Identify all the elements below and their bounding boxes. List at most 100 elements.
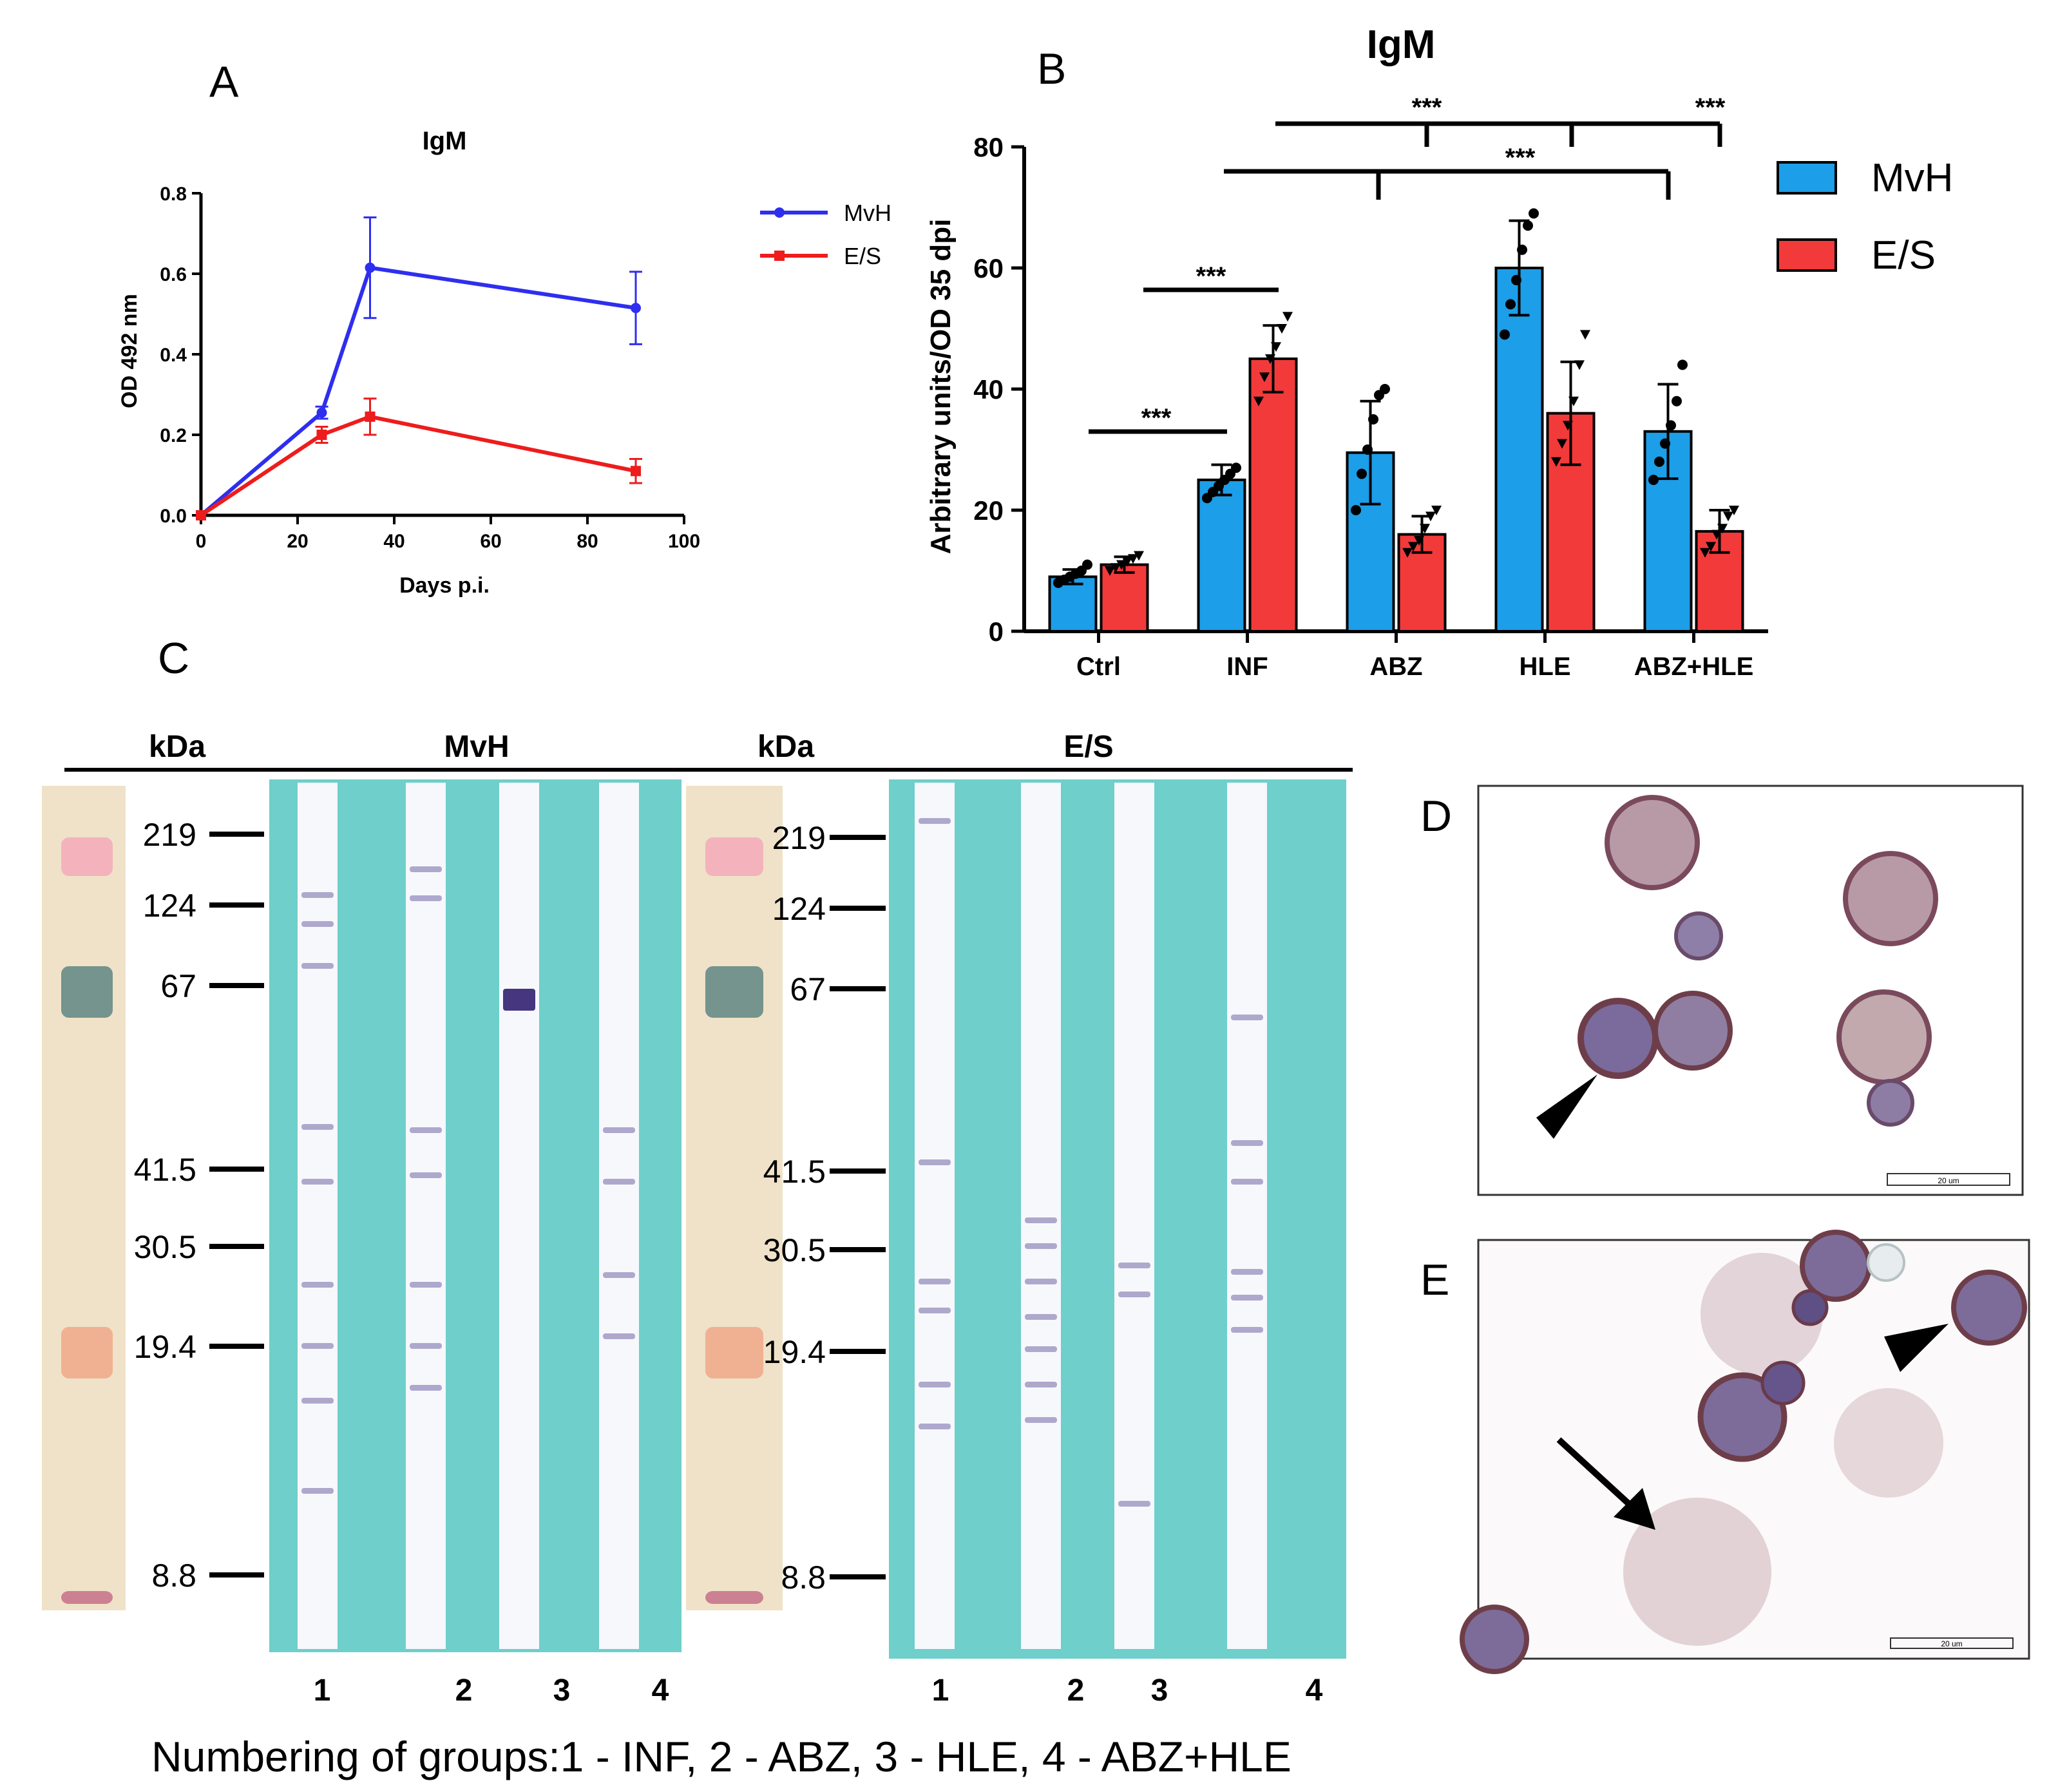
cell-e-5 <box>1697 1372 1787 1462</box>
blot-strips <box>298 783 1267 1649</box>
chart-a-ylabel: OD 492 nm <box>117 294 142 408</box>
chart-a-ytick-label: 0.8 <box>160 184 187 205</box>
blot-band <box>410 866 442 872</box>
chart-b-xtick-label: ABZ+HLE <box>1634 653 1754 681</box>
cell-d-6 <box>1836 989 1932 1085</box>
sig-label-3: *** <box>1505 144 1536 172</box>
ladder-bands <box>61 837 763 1604</box>
chart-a-point <box>365 411 376 422</box>
legend-a-mvh-marker <box>774 207 785 218</box>
micrograph-d-frame <box>1477 785 2024 1196</box>
blot-band <box>1231 1140 1263 1146</box>
chart-b-bar <box>1494 267 1544 633</box>
chart-b-point <box>1551 457 1561 467</box>
chart-b-bar <box>1100 563 1149 633</box>
blot-band <box>603 1272 635 1278</box>
chart-a-xlabel: Days p.i. <box>399 573 490 598</box>
blot-band <box>301 1343 334 1349</box>
chart-b-point <box>1253 396 1264 406</box>
scale-bar-e <box>1890 1637 2014 1649</box>
lane-number-right-3: 3 <box>1151 1673 1168 1708</box>
blot-kda-label-left: kDa <box>149 730 205 764</box>
marker-label-left: 219 <box>143 817 196 853</box>
chart-b-point <box>1231 462 1241 473</box>
sig-label-2: *** <box>1196 262 1226 291</box>
chart-b-point <box>1368 414 1378 424</box>
chart-a-point <box>631 466 641 477</box>
marker-label-left: 41.5 <box>134 1152 196 1188</box>
blot-strip-es <box>1114 783 1154 1649</box>
blot-band <box>301 1179 334 1185</box>
blot-band <box>1025 1243 1057 1249</box>
chart-b-point <box>1563 421 1573 431</box>
lane-number-left-3: 3 <box>553 1673 571 1708</box>
blot-strip-es <box>1227 783 1267 1649</box>
blot-band <box>1025 1382 1057 1387</box>
ladder-band-right <box>705 837 763 876</box>
blot-strip-es <box>915 783 955 1649</box>
ladder-band-right <box>705 1591 763 1604</box>
blot-band <box>919 1159 951 1165</box>
blot-band <box>603 1333 635 1339</box>
chart-a-ytick-label: 0.6 <box>160 264 187 285</box>
chart-b-point <box>1529 208 1539 219</box>
marker-label-left: 67 <box>160 968 196 1004</box>
lane-number-left-1: 1 <box>314 1673 331 1708</box>
marker-label-right: 67 <box>790 971 826 1007</box>
chart-b-point <box>1654 456 1664 467</box>
legend-a-mvh-label: MvH <box>844 200 891 226</box>
chart-a-point <box>316 407 327 418</box>
lane-number-right-2: 2 <box>1067 1673 1085 1708</box>
blot-band <box>301 1282 334 1288</box>
chart-b-point <box>1574 360 1585 370</box>
chart-b-point <box>1122 557 1132 567</box>
blot-band <box>919 818 951 824</box>
panel-e: E 20 um <box>1420 1230 2030 1674</box>
panel-letter-d: D <box>1420 792 1452 841</box>
legend-b-mvh-swatch <box>1777 161 1837 195</box>
blot-band <box>301 892 334 898</box>
blot-band <box>301 963 334 969</box>
cell-d-7 <box>1867 1079 1914 1127</box>
ladder-band-left <box>61 1591 113 1604</box>
blot-es-label: E/S <box>1063 730 1113 764</box>
chart-b-xtick-label: ABZ <box>1369 653 1422 681</box>
blot-band <box>410 1172 442 1178</box>
chart-a-xtick-label: 20 <box>287 531 308 552</box>
arrow-e-head <box>1614 1488 1655 1530</box>
chart-b-point <box>1082 559 1092 570</box>
chart-a-point <box>631 303 641 314</box>
blot-band <box>1118 1263 1150 1268</box>
chart-b-ytick-label: 60 <box>973 253 1004 283</box>
chart-b-point <box>1110 563 1121 573</box>
chart-b-point <box>1351 505 1361 515</box>
chart-b-point <box>1282 312 1293 322</box>
cell-d-4 <box>1577 998 1659 1079</box>
chart-b-point <box>1505 299 1516 310</box>
blot-band <box>1025 1279 1057 1284</box>
blot-band <box>1118 1292 1150 1297</box>
blot-strip-mvh <box>406 783 446 1649</box>
ladder-strip-right <box>686 786 783 1610</box>
chart-b-point <box>1265 354 1275 364</box>
blot-band <box>503 989 535 1011</box>
chart-a-point <box>316 430 327 440</box>
lane-number-left-2: 2 <box>455 1673 473 1708</box>
arrowhead-e <box>1884 1324 1949 1372</box>
cell-e-ghost-2 <box>1834 1388 1943 1498</box>
chart-a-xtick-label: 80 <box>577 531 598 552</box>
ladder-band-left <box>61 837 113 876</box>
chart-b-xtick-label: HLE <box>1520 653 1571 681</box>
chart-b-point <box>1660 438 1670 449</box>
marker-label-right: 219 <box>772 820 826 856</box>
ladder-band-right <box>705 966 763 1018</box>
chart-b-point <box>1277 324 1287 334</box>
blot-strip-es <box>1021 783 1061 1649</box>
blot-band <box>410 1385 442 1391</box>
chart-b-point <box>1500 329 1510 340</box>
chart-b-ytick-label: 80 <box>973 132 1004 162</box>
blot-strip-mvh <box>298 783 338 1649</box>
ladder-band-left <box>61 1327 113 1378</box>
panel-letter-c: C <box>158 634 189 683</box>
chart-b-point <box>1723 511 1733 522</box>
